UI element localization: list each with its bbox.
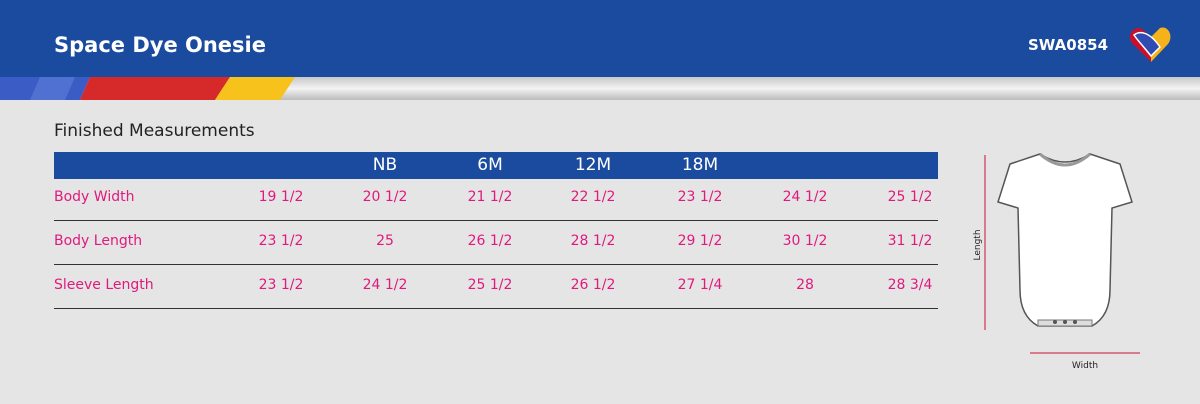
length-label: Length (973, 229, 983, 260)
cell-value: 21 1/2 (467, 189, 513, 205)
column-header: 6M (477, 155, 503, 175)
cell-value: 27 1/4 (677, 277, 723, 293)
row-rule (54, 264, 938, 265)
width-label: Width (1072, 361, 1098, 371)
cell-value: 23 1/2 (258, 233, 304, 249)
product-code: SWA0854 (1028, 36, 1109, 54)
cell-value: 19 1/2 (258, 189, 304, 205)
cell-value: 25 (376, 233, 394, 249)
cell-value: 29 1/2 (677, 233, 723, 249)
column-header: 12M (574, 155, 612, 175)
cell-value: 30 1/2 (782, 233, 828, 249)
row-label: Body Width (54, 189, 135, 205)
cell-value: 26 1/2 (570, 277, 616, 293)
cell-value: 31 1/2 (887, 233, 933, 249)
cell-value: 24 1/2 (362, 277, 408, 293)
table-header-bar (54, 152, 938, 179)
column-header: NB (372, 155, 398, 175)
cell-value: 26 1/2 (467, 233, 513, 249)
header-band (0, 0, 1200, 77)
cell-value: 23 1/2 (677, 189, 723, 205)
cell-value: 25 1/2 (887, 189, 933, 205)
cell-value: 28 1/2 (570, 233, 616, 249)
cell-value: 23 1/2 (258, 277, 304, 293)
row-label: Body Length (54, 233, 143, 249)
column-header: 18M (681, 155, 719, 175)
row-label: Sleeve Length (54, 277, 154, 293)
cell-value: 28 3/4 (887, 277, 933, 293)
cell-value: 28 (796, 277, 814, 293)
logo-heart (1129, 27, 1171, 63)
onesie-diagram: Length Width (973, 152, 1140, 371)
cell-value: 24 1/2 (782, 189, 828, 205)
cell-value: 20 1/2 (362, 189, 408, 205)
product-title: Space Dye Onesie (54, 33, 266, 57)
decor-stripe (0, 77, 1200, 100)
row-rule (54, 220, 938, 221)
cell-value: 25 1/2 (467, 277, 513, 293)
cell-value: 22 1/2 (570, 189, 616, 205)
section-title: Finished Measurements (54, 121, 255, 141)
row-rule (54, 308, 938, 309)
decor-swoosh (0, 77, 295, 100)
